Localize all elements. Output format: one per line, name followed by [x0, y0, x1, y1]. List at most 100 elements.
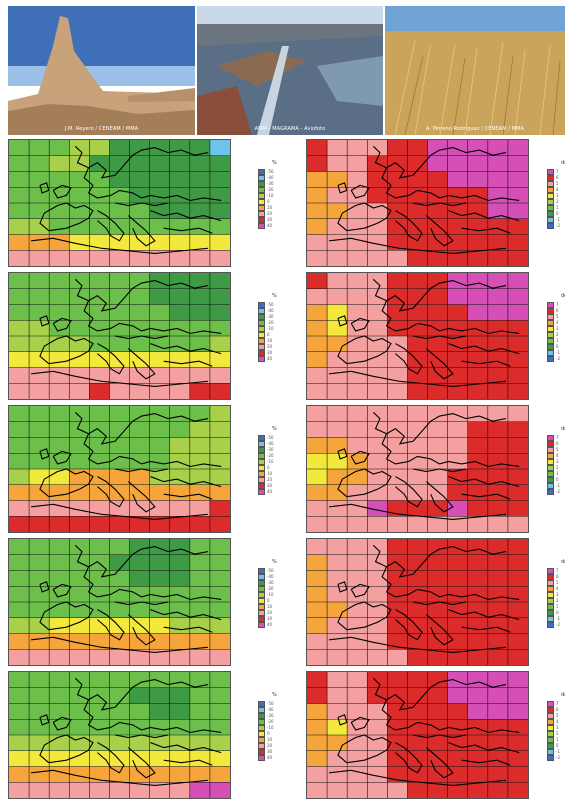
- grid-cell: [427, 484, 448, 501]
- grid-cell: [407, 406, 428, 422]
- grid-cell: [9, 421, 30, 438]
- grid-cell: [129, 649, 150, 665]
- grid-cell: [129, 469, 150, 485]
- grid-cell: [149, 437, 170, 454]
- grid-cell: [507, 336, 528, 352]
- grid-cell: [447, 719, 468, 736]
- legend-tick: 1: [556, 737, 559, 742]
- grid-cell: [307, 203, 328, 219]
- grid-cell: [89, 687, 110, 704]
- grid-cell: [467, 336, 488, 352]
- grid-cell: [89, 320, 110, 337]
- legend-swatch: [258, 477, 265, 483]
- grid-cell: [9, 633, 30, 650]
- grid-cell: [209, 750, 230, 767]
- grid-cell: [89, 218, 110, 235]
- grid-cell: [189, 484, 211, 501]
- legend-swatch: [547, 211, 554, 217]
- grid-cell: [327, 304, 348, 321]
- grid-cell: [367, 351, 388, 368]
- grid-cell: [129, 570, 150, 587]
- coastline: [448, 477, 519, 487]
- grid-cell: [387, 500, 408, 517]
- legend-tick: -20: [267, 719, 274, 724]
- grid-cell: [69, 351, 90, 368]
- grid-cell: [129, 719, 150, 736]
- legend-tick: -2: [556, 755, 560, 760]
- grid-cell: [467, 539, 488, 555]
- coastline: [75, 545, 208, 577]
- grid-cell: [49, 155, 70, 172]
- grid-cell: [327, 367, 348, 384]
- grid-cell: [9, 155, 30, 172]
- grid-cell: [189, 171, 211, 188]
- grid-cell: [169, 304, 190, 321]
- grid-cell: [89, 617, 110, 634]
- legend-swatch: [258, 568, 265, 574]
- grid-cell: [387, 218, 408, 235]
- grid-cell: [427, 719, 448, 736]
- legend-tick: -1: [556, 350, 560, 355]
- grid-cell: [169, 672, 190, 688]
- grid-cell: [109, 586, 130, 603]
- coastline: [115, 735, 168, 738]
- grid-cell: [209, 516, 230, 532]
- legend-swatch: [547, 169, 554, 175]
- legend-swatch: [547, 459, 554, 465]
- grid-cell: [447, 633, 468, 650]
- coastline: [150, 211, 221, 221]
- grid-cell: [387, 554, 408, 571]
- grid-cell: [9, 288, 30, 305]
- grid-cell: [347, 782, 368, 798]
- grid-cell: [69, 719, 90, 736]
- grid-cell: [29, 469, 50, 485]
- legend-tick: -10: [267, 725, 274, 730]
- coastline: [97, 344, 124, 374]
- coastline: [373, 412, 506, 444]
- grid-cell: [29, 304, 50, 321]
- grid-cell: [427, 687, 448, 704]
- legend-tick: -30: [267, 580, 274, 585]
- grid-cell: [129, 171, 150, 188]
- grid-cell: [49, 649, 70, 665]
- grid-cell: [109, 602, 130, 618]
- grid-cell: [29, 554, 50, 571]
- grid-cell: [327, 320, 348, 337]
- legend-swatch: [547, 350, 554, 356]
- coastline: [426, 216, 453, 246]
- grid-cell: [9, 367, 30, 384]
- grid-cell: [387, 649, 408, 665]
- grid-cell: [209, 406, 230, 422]
- map-precip-1: [8, 139, 231, 267]
- grid-cell: [367, 320, 388, 337]
- legend-swatch: [258, 199, 265, 205]
- legend-swatch: [258, 592, 265, 598]
- grid-cell: [487, 421, 509, 438]
- grid-cell: [109, 453, 130, 470]
- grid-cell: [129, 250, 150, 266]
- coastline: [84, 434, 221, 467]
- legend-tick: 10: [267, 205, 273, 210]
- grid-cell: [307, 602, 328, 618]
- grid-cell: [89, 766, 110, 783]
- legend-swatch: [258, 338, 265, 344]
- grid-cell: [307, 218, 328, 235]
- legend-swatch: [258, 749, 265, 755]
- grid-cell: [387, 250, 408, 266]
- grid-cell: [427, 617, 448, 634]
- grid-cell: [407, 288, 428, 305]
- grid-cell: [169, 336, 190, 352]
- legend-swatch: [258, 574, 265, 580]
- legend-tick: 5: [556, 181, 559, 186]
- grid-cell: [307, 140, 328, 156]
- grid-cell: [109, 703, 130, 720]
- grid-cell: [327, 155, 348, 172]
- grid-cell: [367, 406, 388, 422]
- grid-cell: [69, 703, 90, 720]
- legend-tick: 4: [556, 719, 559, 724]
- grid-cell: [9, 672, 30, 688]
- grid-cell: [307, 469, 328, 485]
- legend-swatch: [547, 326, 554, 332]
- grid-cell: [149, 570, 170, 587]
- grid-cell: [209, 570, 230, 587]
